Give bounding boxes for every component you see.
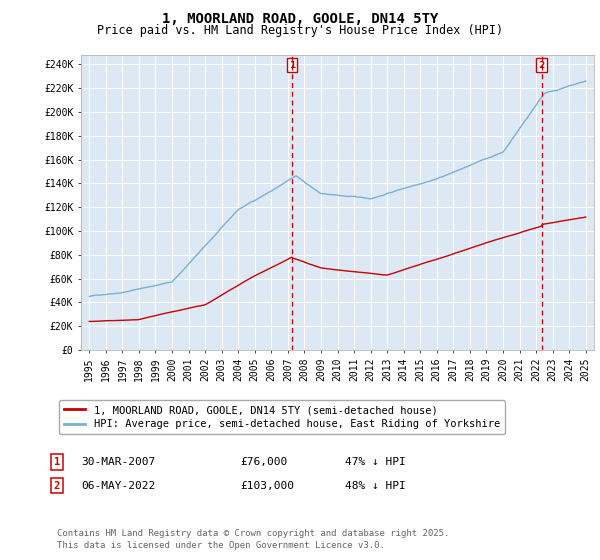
Text: 30-MAR-2007: 30-MAR-2007 <box>81 457 155 467</box>
Text: Price paid vs. HM Land Registry's House Price Index (HPI): Price paid vs. HM Land Registry's House … <box>97 24 503 37</box>
Text: 1: 1 <box>289 60 295 69</box>
Text: 2: 2 <box>539 60 545 69</box>
Text: 1, MOORLAND ROAD, GOOLE, DN14 5TY: 1, MOORLAND ROAD, GOOLE, DN14 5TY <box>162 12 438 26</box>
Text: 1: 1 <box>54 457 60 467</box>
Text: 06-MAY-2022: 06-MAY-2022 <box>81 480 155 491</box>
Legend: 1, MOORLAND ROAD, GOOLE, DN14 5TY (semi-detached house), HPI: Average price, sem: 1, MOORLAND ROAD, GOOLE, DN14 5TY (semi-… <box>59 400 505 435</box>
Text: 47% ↓ HPI: 47% ↓ HPI <box>345 457 406 467</box>
Text: £76,000: £76,000 <box>240 457 287 467</box>
Text: £103,000: £103,000 <box>240 480 294 491</box>
Text: 2: 2 <box>54 480 60 491</box>
Text: 48% ↓ HPI: 48% ↓ HPI <box>345 480 406 491</box>
Text: Contains HM Land Registry data © Crown copyright and database right 2025.
This d: Contains HM Land Registry data © Crown c… <box>57 529 449 550</box>
